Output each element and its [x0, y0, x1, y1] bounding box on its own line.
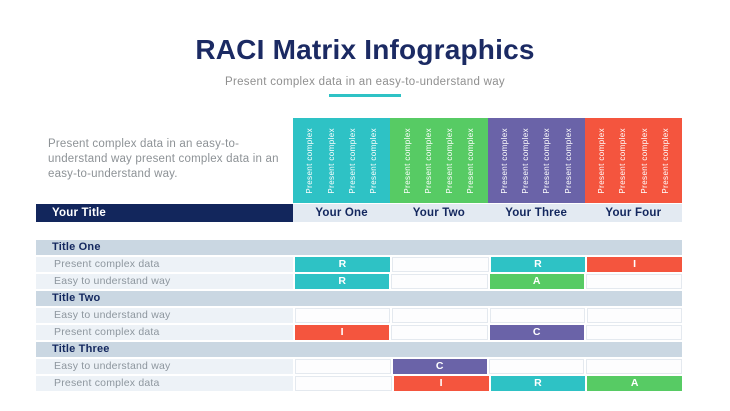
raci-cell-c: C: [392, 359, 487, 374]
raci-cell-c: C: [489, 325, 584, 340]
raci-cell-empty: [391, 257, 489, 272]
raci-cell-empty: [585, 325, 682, 340]
row-cells: C: [295, 359, 682, 374]
vertical-label: Present complex: [499, 127, 509, 194]
vertical-label: Present complex: [466, 127, 476, 194]
row-label: Easy to understand way: [36, 308, 293, 323]
table-row: Easy to understand way C: [36, 359, 682, 374]
raci-cell-r: R: [490, 376, 586, 391]
raci-cell-a: A: [489, 274, 584, 289]
column-header-block-4: Present complex Present complex Present co…: [584, 118, 682, 203]
table-row: Present complex data I C: [36, 325, 682, 340]
column-labels-row: Your One Your Two Your Three Your Four: [293, 204, 682, 222]
vertical-label: Present complex: [639, 127, 649, 194]
vertical-label: Present complex: [305, 127, 315, 194]
vertical-label: Present complex: [423, 127, 433, 194]
vertical-label: Present complex: [326, 127, 336, 194]
column-header-block-3: Present complex Present complex Present co…: [487, 118, 585, 203]
raci-cell-r: R: [295, 257, 390, 272]
vertical-label: Present complex: [347, 127, 357, 194]
raci-cell-empty: [295, 308, 391, 323]
matrix-header-row: Your Title Your One Your Two Your Three You…: [36, 204, 682, 222]
column-label-2: Your Two: [412, 207, 466, 219]
raci-cell-i: I: [295, 325, 390, 340]
table-row: Easy to understand way: [36, 308, 682, 323]
table-row: Easy to understand way R A: [36, 274, 682, 289]
column-label-1: Your One: [315, 207, 368, 219]
raci-cell-empty: [585, 274, 682, 289]
raci-cell-empty: [391, 325, 488, 340]
raci-table: Title One Present complex data R R I Easy to …: [36, 240, 682, 393]
page-title: RACI Matrix Infographics: [195, 34, 535, 65]
section-title: Title Three: [36, 342, 682, 357]
column-label-3: Your Three: [505, 207, 568, 219]
column-label-4: Your Four: [605, 207, 662, 219]
raci-cell-r: R: [490, 257, 586, 272]
vertical-label: Present complex: [660, 127, 670, 194]
row-cells: [295, 308, 682, 323]
column-header-blocks: Present complex Present complex Present co…: [293, 118, 682, 203]
column-header-block-1: Present complex Present complex Present co…: [293, 118, 391, 203]
raci-cell-empty: [488, 359, 585, 374]
raci-cell-empty: [586, 308, 682, 323]
raci-cell-empty: [489, 308, 585, 323]
raci-cell-i: I: [587, 257, 682, 272]
vertical-label: Present complex: [597, 127, 606, 194]
row-label: Present complex data: [36, 376, 293, 391]
section-title: Title Two: [36, 291, 682, 306]
row-label: Present complex data: [36, 257, 293, 272]
row-label: Present complex data: [36, 325, 293, 340]
row-header-label: Your Title: [36, 204, 293, 222]
raci-cell-empty: [586, 359, 682, 374]
raci-cell-a: A: [587, 376, 682, 391]
raci-cell-i: I: [393, 376, 489, 391]
intro-text: Present complex data in an easy-to-under…: [48, 138, 279, 181]
raci-cell-empty: [392, 308, 488, 323]
vertical-label: Present complex: [445, 127, 454, 194]
vertical-label: Present complex: [618, 127, 628, 194]
vertical-label: Present complex: [402, 127, 412, 194]
row-label: Easy to understand way: [36, 359, 293, 374]
vertical-label: Present complex: [369, 127, 378, 194]
table-row: Present complex data R R I: [36, 257, 682, 272]
table-row: Present complex data I R A: [36, 376, 682, 391]
raci-cell-empty: [391, 274, 488, 289]
row-label: Easy to understand way: [36, 274, 293, 289]
raci-cell-empty: [295, 376, 392, 391]
raci-cell-empty: [295, 359, 391, 374]
page-subtitle: Present complex data in an easy-to-under…: [225, 76, 505, 88]
vertical-label: Present complex: [542, 127, 552, 194]
raci-cell-r: R: [295, 274, 390, 289]
vertical-label: Present complex: [563, 127, 573, 194]
vertical-label: Present complex: [521, 127, 530, 194]
column-header-block-2: Present complex Present complex Present co…: [390, 118, 488, 203]
accent-underline: [329, 94, 401, 97]
section-title: Title One: [36, 240, 682, 255]
